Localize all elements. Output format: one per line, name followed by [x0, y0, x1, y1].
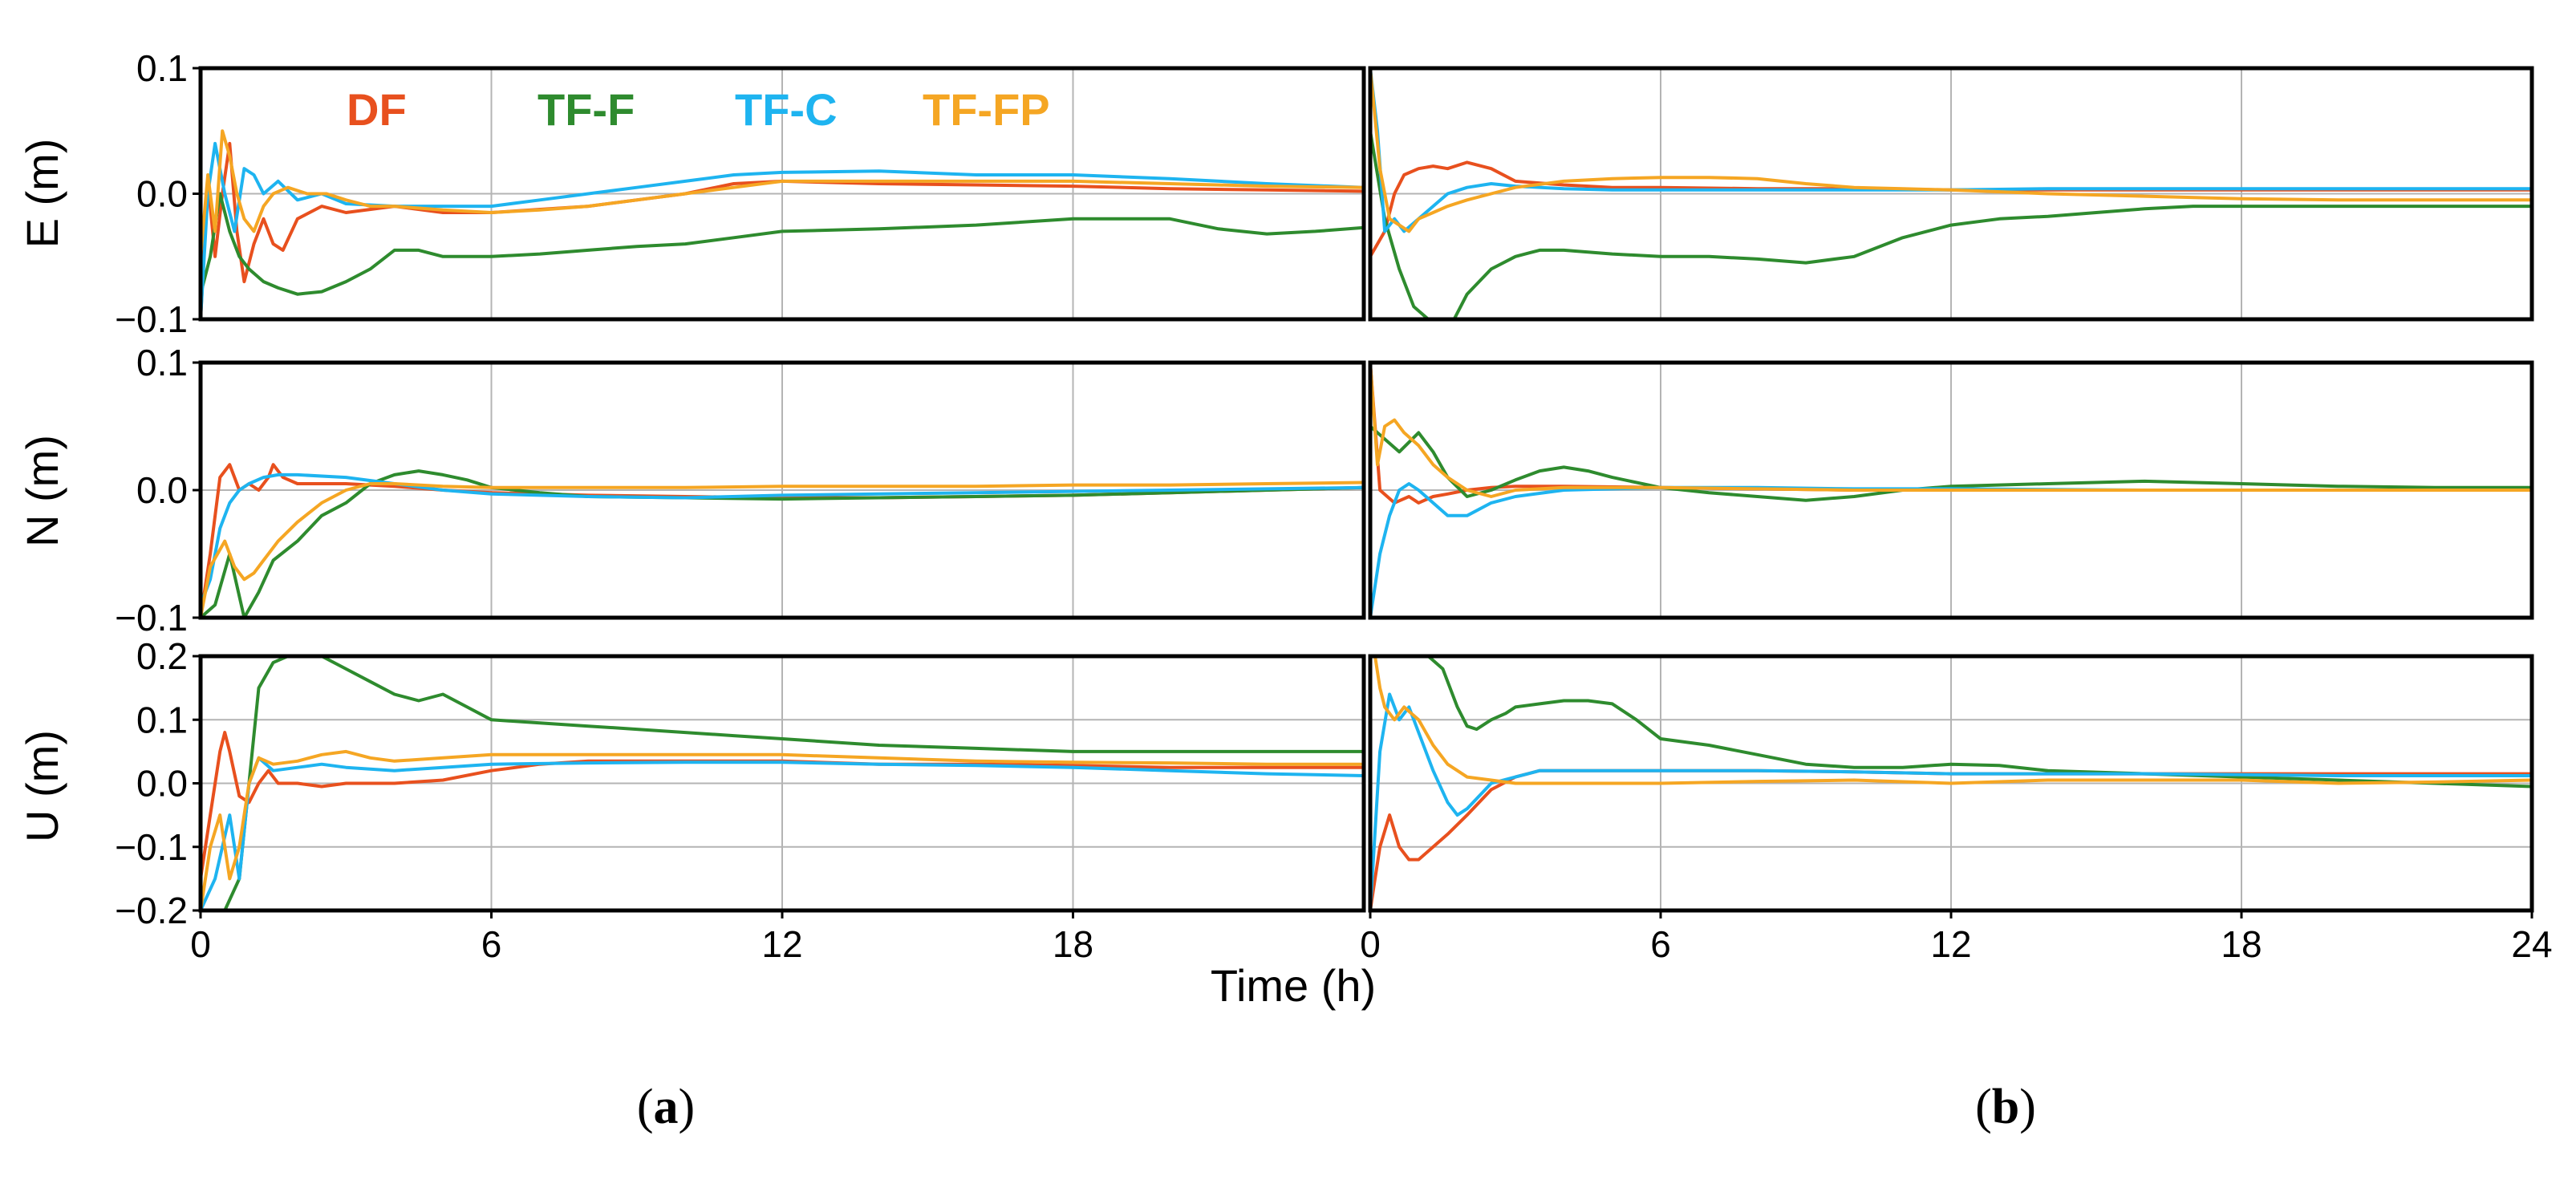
x-axis-label: Time (h): [1211, 960, 1376, 1011]
legend-tf-c: TF-C: [735, 84, 838, 135]
series-line-tf-f: [201, 469, 1364, 618]
series-line-tf-f: [1370, 130, 2532, 319]
plot-frame: [1368, 360, 2534, 620]
series-line-tf-f: [201, 192, 1364, 296]
y-tick-label: 0.0: [136, 763, 188, 805]
y-tick-label: 0.1: [136, 699, 188, 740]
series-line-tf-fp: [201, 480, 1364, 618]
y-axis-label-e: E (m): [17, 139, 67, 249]
series-line-tf-f: [201, 656, 1364, 910]
y-tick-label: −0.1: [115, 597, 188, 639]
y-axis-label-n: N (m): [17, 435, 67, 547]
caption-a-letter: a: [654, 1080, 679, 1134]
x-tick-label: 6: [481, 923, 502, 965]
x-tick-label: 18: [2221, 923, 2262, 965]
series-line-tf-c: [201, 756, 1364, 910]
series-line-tf-f: [1370, 424, 2532, 502]
legend-tf-fp: TF-FP: [923, 84, 1050, 135]
y-tick-label: 0.0: [136, 469, 188, 511]
series-line-tf-fp: [201, 129, 1364, 257]
y-tick-label: 0.1: [136, 47, 188, 89]
series-layer: [201, 68, 2532, 910]
legend: DF TF-F TF-C TF-FP: [347, 84, 1050, 135]
caption-b-open: (: [1975, 1080, 1992, 1134]
series-line-tf-fp: [1370, 68, 2532, 233]
series-line-tf-c: [201, 472, 1364, 606]
tick-layer: −0.10.00.1−0.10.00.1−0.2−0.10.00.10.20 6 1…: [115, 47, 2552, 965]
x-tick-label: 18: [1053, 923, 1093, 965]
x-tick-label: 12: [761, 923, 802, 965]
y-tick-label: 0.2: [136, 635, 188, 677]
x-tick-label: 6: [1650, 923, 1671, 965]
plot-frame: [1368, 66, 2534, 322]
legend-df: DF: [347, 84, 407, 135]
caption-b: (b): [1975, 1080, 2036, 1134]
caption-b-close: ): [2019, 1080, 2036, 1134]
caption-b-letter: b: [1992, 1080, 2019, 1134]
series-line-tf-c: [201, 141, 1364, 319]
series-line-tf-fp: [201, 749, 1364, 910]
legend-tf-f: TF-F: [538, 84, 635, 135]
caption-a-close: ): [679, 1080, 696, 1134]
series-line-tf-c: [1370, 692, 2532, 910]
y-tick-label: −0.2: [115, 890, 188, 931]
x-tick-label: 0: [1360, 923, 1381, 965]
caption-a-open: (: [637, 1080, 654, 1134]
y-axis-label-u: U (m): [17, 730, 67, 842]
y-tick-label: −0.1: [115, 826, 188, 868]
y-tick-label: 0.0: [136, 173, 188, 215]
y-tick-label: −0.1: [115, 298, 188, 340]
x-tick-label: 0: [190, 923, 211, 965]
caption-a: (a): [637, 1080, 695, 1134]
y-tick-label: 0.1: [136, 342, 188, 383]
series-line-tf-fp: [1370, 363, 2532, 498]
x-tick-label: 24: [2511, 923, 2552, 965]
x-tick-label: 12: [1930, 923, 1971, 965]
series-line-tf-fp: [1370, 656, 2532, 785]
